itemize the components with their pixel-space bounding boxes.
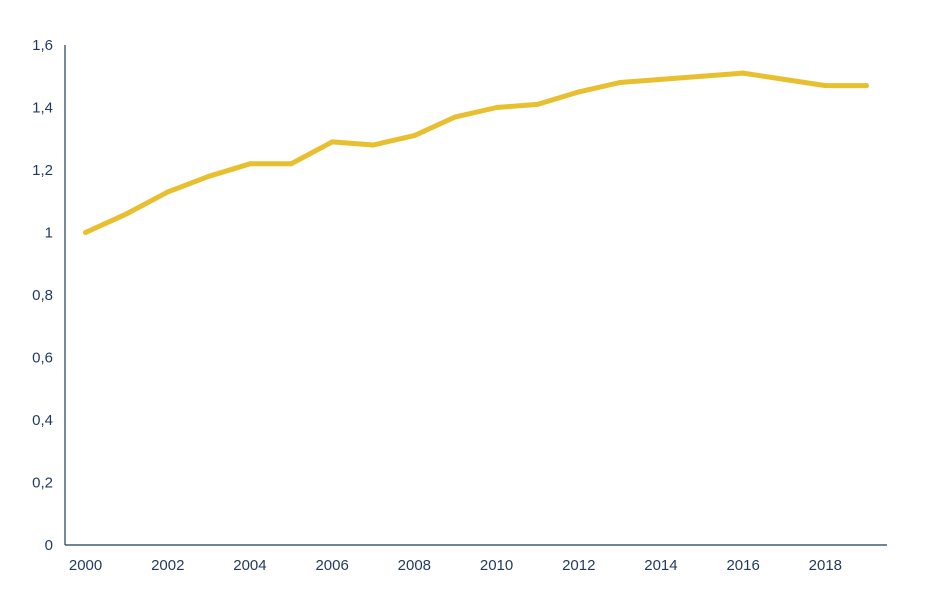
data-point <box>863 83 869 89</box>
plot-area <box>83 70 869 235</box>
data-point <box>822 83 828 89</box>
y-tick-label: 1,6 <box>32 37 53 54</box>
data-point <box>576 89 582 95</box>
y-tick-label: 0,2 <box>32 475 53 492</box>
x-tick-label: 2002 <box>151 557 184 574</box>
data-point <box>247 161 253 167</box>
x-tick-label: 2000 <box>69 557 102 574</box>
y-tick-label: 0,8 <box>32 287 53 304</box>
data-point <box>617 80 623 85</box>
y-tick-label: 0,4 <box>32 412 53 429</box>
data-point <box>699 73 705 79</box>
data-point <box>658 76 664 82</box>
data-point <box>165 189 171 195</box>
y-axis: 0 0,2 0,4 0,6 0,8 1 1,2 1,4 1,6 <box>32 37 66 554</box>
series-line <box>83 70 869 235</box>
x-tick-label: 2012 <box>562 557 595 574</box>
data-point <box>494 105 500 110</box>
x-tick-label: 2006 <box>315 557 348 574</box>
x-axis: 2000 2002 2004 2006 2008 2010 2012 2014 2016 2018 <box>65 544 887 574</box>
x-tick-label: 2008 <box>398 557 431 574</box>
x-tick-label: 2018 <box>809 557 842 574</box>
data-point <box>411 133 417 139</box>
data-point <box>452 114 458 120</box>
data-point <box>124 211 130 217</box>
y-tick-label: 1,4 <box>32 100 53 117</box>
data-point <box>781 76 787 82</box>
data-point <box>83 230 89 235</box>
y-tick-label: 0,6 <box>32 350 53 367</box>
x-tick-label: 2016 <box>726 557 759 574</box>
y-tick-label: 0 <box>45 537 53 554</box>
data-point <box>206 173 212 179</box>
y-tick-label: 1 <box>45 225 53 242</box>
data-point <box>740 70 746 76</box>
data-point <box>288 161 294 167</box>
x-tick-label: 2014 <box>644 557 677 574</box>
x-tick-label: 2004 <box>233 557 266 574</box>
y-tick-label: 1,2 <box>32 162 53 179</box>
data-point <box>329 139 335 145</box>
x-tick-label: 2010 <box>480 557 513 574</box>
data-point <box>370 142 376 148</box>
data-point <box>535 101 541 107</box>
